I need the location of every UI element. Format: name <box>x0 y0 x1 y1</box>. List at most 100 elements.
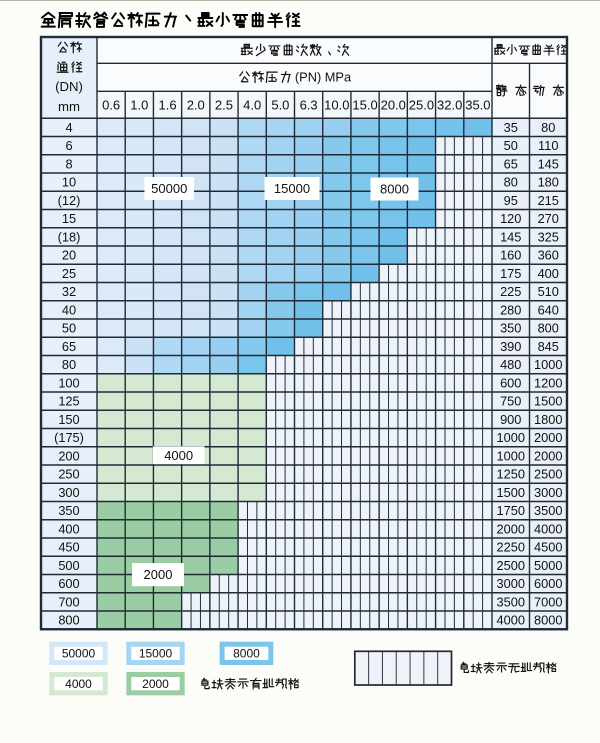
svg-text:6000: 6000 <box>534 576 562 591</box>
svg-text:80: 80 <box>62 357 76 372</box>
svg-text:2500: 2500 <box>534 467 562 482</box>
svg-text:35.0: 35.0 <box>465 97 490 112</box>
svg-text:225: 225 <box>500 284 521 299</box>
svg-text:510: 510 <box>538 284 559 299</box>
svg-text:80: 80 <box>504 175 518 190</box>
svg-text:480: 480 <box>500 357 521 372</box>
svg-text:450: 450 <box>58 540 79 555</box>
svg-text:15000: 15000 <box>139 647 173 661</box>
svg-text:1750: 1750 <box>497 503 525 518</box>
svg-text:50: 50 <box>504 138 518 153</box>
svg-text:50: 50 <box>62 321 76 336</box>
svg-text:5000: 5000 <box>534 558 562 573</box>
svg-text:50000: 50000 <box>62 647 96 661</box>
svg-text:32: 32 <box>62 284 76 299</box>
svg-text:2000: 2000 <box>497 521 525 536</box>
svg-text:2000: 2000 <box>144 567 173 582</box>
svg-text:65: 65 <box>504 156 518 171</box>
svg-text:15000: 15000 <box>274 181 310 196</box>
svg-text:15: 15 <box>62 211 76 226</box>
svg-text:180: 180 <box>538 175 559 190</box>
svg-text:360: 360 <box>538 248 559 263</box>
svg-text:1000: 1000 <box>497 448 525 463</box>
svg-text:3000: 3000 <box>534 485 562 500</box>
svg-text:95: 95 <box>504 193 518 208</box>
svg-text:5.0: 5.0 <box>271 97 289 112</box>
svg-text:4000: 4000 <box>497 613 525 628</box>
svg-text:640: 640 <box>538 302 559 317</box>
svg-text:3500: 3500 <box>497 594 525 609</box>
svg-text:120: 120 <box>500 211 521 226</box>
svg-text:20.0: 20.0 <box>381 97 406 112</box>
svg-text:2000: 2000 <box>534 430 562 445</box>
svg-text:7000: 7000 <box>534 594 562 609</box>
svg-text:10.0: 10.0 <box>324 97 349 112</box>
svg-text:1800: 1800 <box>534 412 562 427</box>
svg-text:(12): (12) <box>58 193 81 208</box>
svg-text:600: 600 <box>58 576 79 591</box>
svg-text:750: 750 <box>500 394 521 409</box>
svg-text:280: 280 <box>500 302 521 317</box>
svg-text:0.6: 0.6 <box>102 97 120 112</box>
svg-text:800: 800 <box>538 321 559 336</box>
svg-text:1500: 1500 <box>497 485 525 500</box>
svg-text:350: 350 <box>58 503 79 518</box>
svg-text:4000: 4000 <box>65 677 92 691</box>
svg-text:4: 4 <box>65 120 72 135</box>
svg-text:(175): (175) <box>54 430 84 445</box>
svg-text:8000: 8000 <box>233 647 260 661</box>
svg-text:8: 8 <box>65 156 72 171</box>
svg-text:125: 125 <box>58 394 79 409</box>
svg-text:145: 145 <box>500 229 521 244</box>
svg-text:3500: 3500 <box>534 503 562 518</box>
svg-text:350: 350 <box>500 321 521 336</box>
svg-text:2000: 2000 <box>142 677 169 691</box>
svg-text:(PN) MPa: (PN) MPa <box>295 70 352 85</box>
svg-text:250: 250 <box>58 467 79 482</box>
svg-text:150: 150 <box>58 412 79 427</box>
svg-text:1500: 1500 <box>534 394 562 409</box>
svg-text:325: 325 <box>538 229 559 244</box>
svg-text:1200: 1200 <box>534 375 562 390</box>
svg-text:300: 300 <box>58 485 79 500</box>
svg-text:845: 845 <box>538 339 559 354</box>
svg-text:8000: 8000 <box>380 182 409 197</box>
svg-text:3000: 3000 <box>497 576 525 591</box>
svg-text:32.0: 32.0 <box>437 97 462 112</box>
svg-text:215: 215 <box>538 193 559 208</box>
svg-text:500: 500 <box>58 558 79 573</box>
svg-text:2250: 2250 <box>497 540 525 555</box>
svg-text:145: 145 <box>538 156 559 171</box>
svg-text:160: 160 <box>500 248 521 263</box>
svg-text:mm: mm <box>58 99 80 114</box>
svg-text:15.0: 15.0 <box>352 97 377 112</box>
svg-text:4.0: 4.0 <box>243 97 261 112</box>
svg-text:10: 10 <box>62 175 76 190</box>
svg-text:390: 390 <box>500 339 521 354</box>
svg-text:25.0: 25.0 <box>409 97 434 112</box>
svg-text:100: 100 <box>58 375 79 390</box>
svg-text:2.0: 2.0 <box>187 97 205 112</box>
svg-text:80: 80 <box>541 120 555 135</box>
svg-text:110: 110 <box>538 138 558 153</box>
svg-text:25: 25 <box>62 266 76 281</box>
svg-text:50000: 50000 <box>151 181 187 196</box>
svg-text:2000: 2000 <box>534 448 562 463</box>
svg-text:1.6: 1.6 <box>159 97 177 112</box>
svg-text:1250: 1250 <box>497 467 525 482</box>
svg-text:400: 400 <box>538 266 559 281</box>
svg-text:1000: 1000 <box>534 357 562 372</box>
svg-text:65: 65 <box>62 339 76 354</box>
svg-text:2.5: 2.5 <box>215 97 233 112</box>
svg-text:2500: 2500 <box>497 558 525 573</box>
svg-text:4500: 4500 <box>534 540 562 555</box>
svg-text:400: 400 <box>58 521 79 536</box>
svg-text:(18): (18) <box>58 229 81 244</box>
svg-text:(DN): (DN) <box>55 79 83 94</box>
svg-text:4000: 4000 <box>534 521 562 536</box>
svg-text:270: 270 <box>538 211 559 226</box>
svg-text:1.0: 1.0 <box>130 97 148 112</box>
svg-text:6.3: 6.3 <box>300 97 318 112</box>
svg-text:35: 35 <box>504 120 518 135</box>
svg-text:200: 200 <box>58 448 79 463</box>
